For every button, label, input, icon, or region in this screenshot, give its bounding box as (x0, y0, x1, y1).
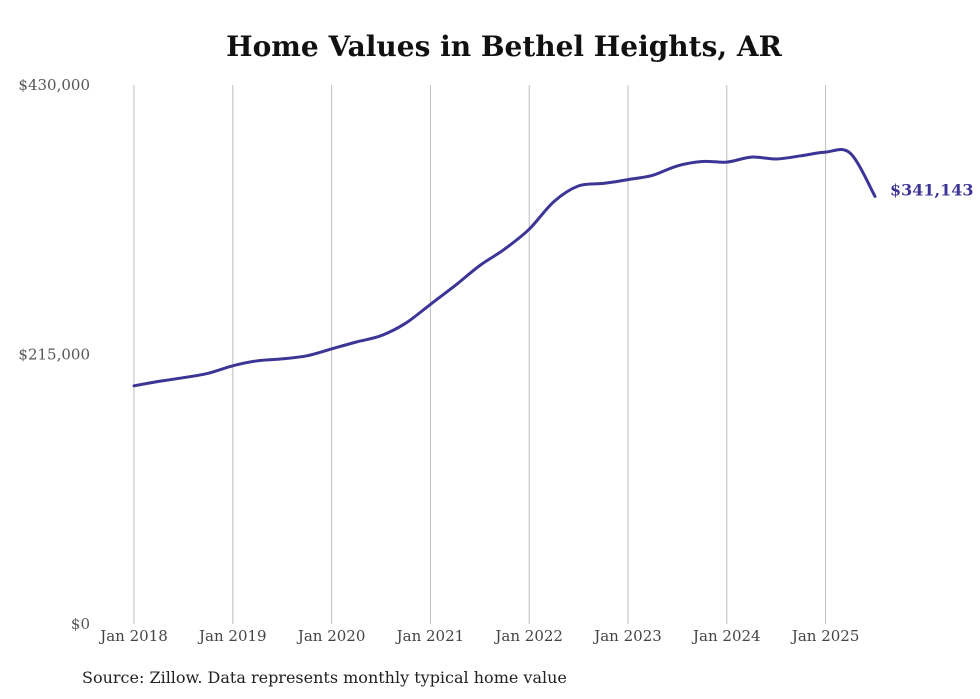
chart-title: Home Values in Bethel Heights, AR (226, 30, 782, 63)
x-tick-label: Jan 2018 (98, 627, 168, 645)
x-tick-label: Jan 2024 (691, 627, 761, 645)
y-tick-label: $0 (71, 615, 90, 633)
y-tick-label: $430,000 (18, 76, 90, 94)
x-tick-label: Jan 2019 (197, 627, 267, 645)
series-layer (132, 148, 877, 388)
x-axis-ticks: Jan 2018 Jan 2019 Jan 2020 Jan 2021 Jan 2022… (98, 627, 859, 645)
x-tick-label: Jan 2020 (296, 627, 366, 645)
end-label-layer: $341,143 (890, 180, 974, 199)
source-note: Source: Zillow. Data represents monthly … (82, 668, 567, 687)
y-axis-ticks: $0 $215,000 $430,000 (18, 76, 90, 633)
x-tick-label: Jan 2025 (790, 627, 860, 645)
y-tick-label: $215,000 (18, 346, 90, 364)
x-tick-label: Jan 2022 (493, 627, 563, 645)
end-value-label: $341,143 (890, 180, 974, 199)
x-tick-label: Jan 2023 (592, 627, 662, 645)
grid-lines (133, 85, 827, 624)
x-tick-label: Jan 2021 (395, 627, 465, 645)
series-line (132, 148, 877, 388)
